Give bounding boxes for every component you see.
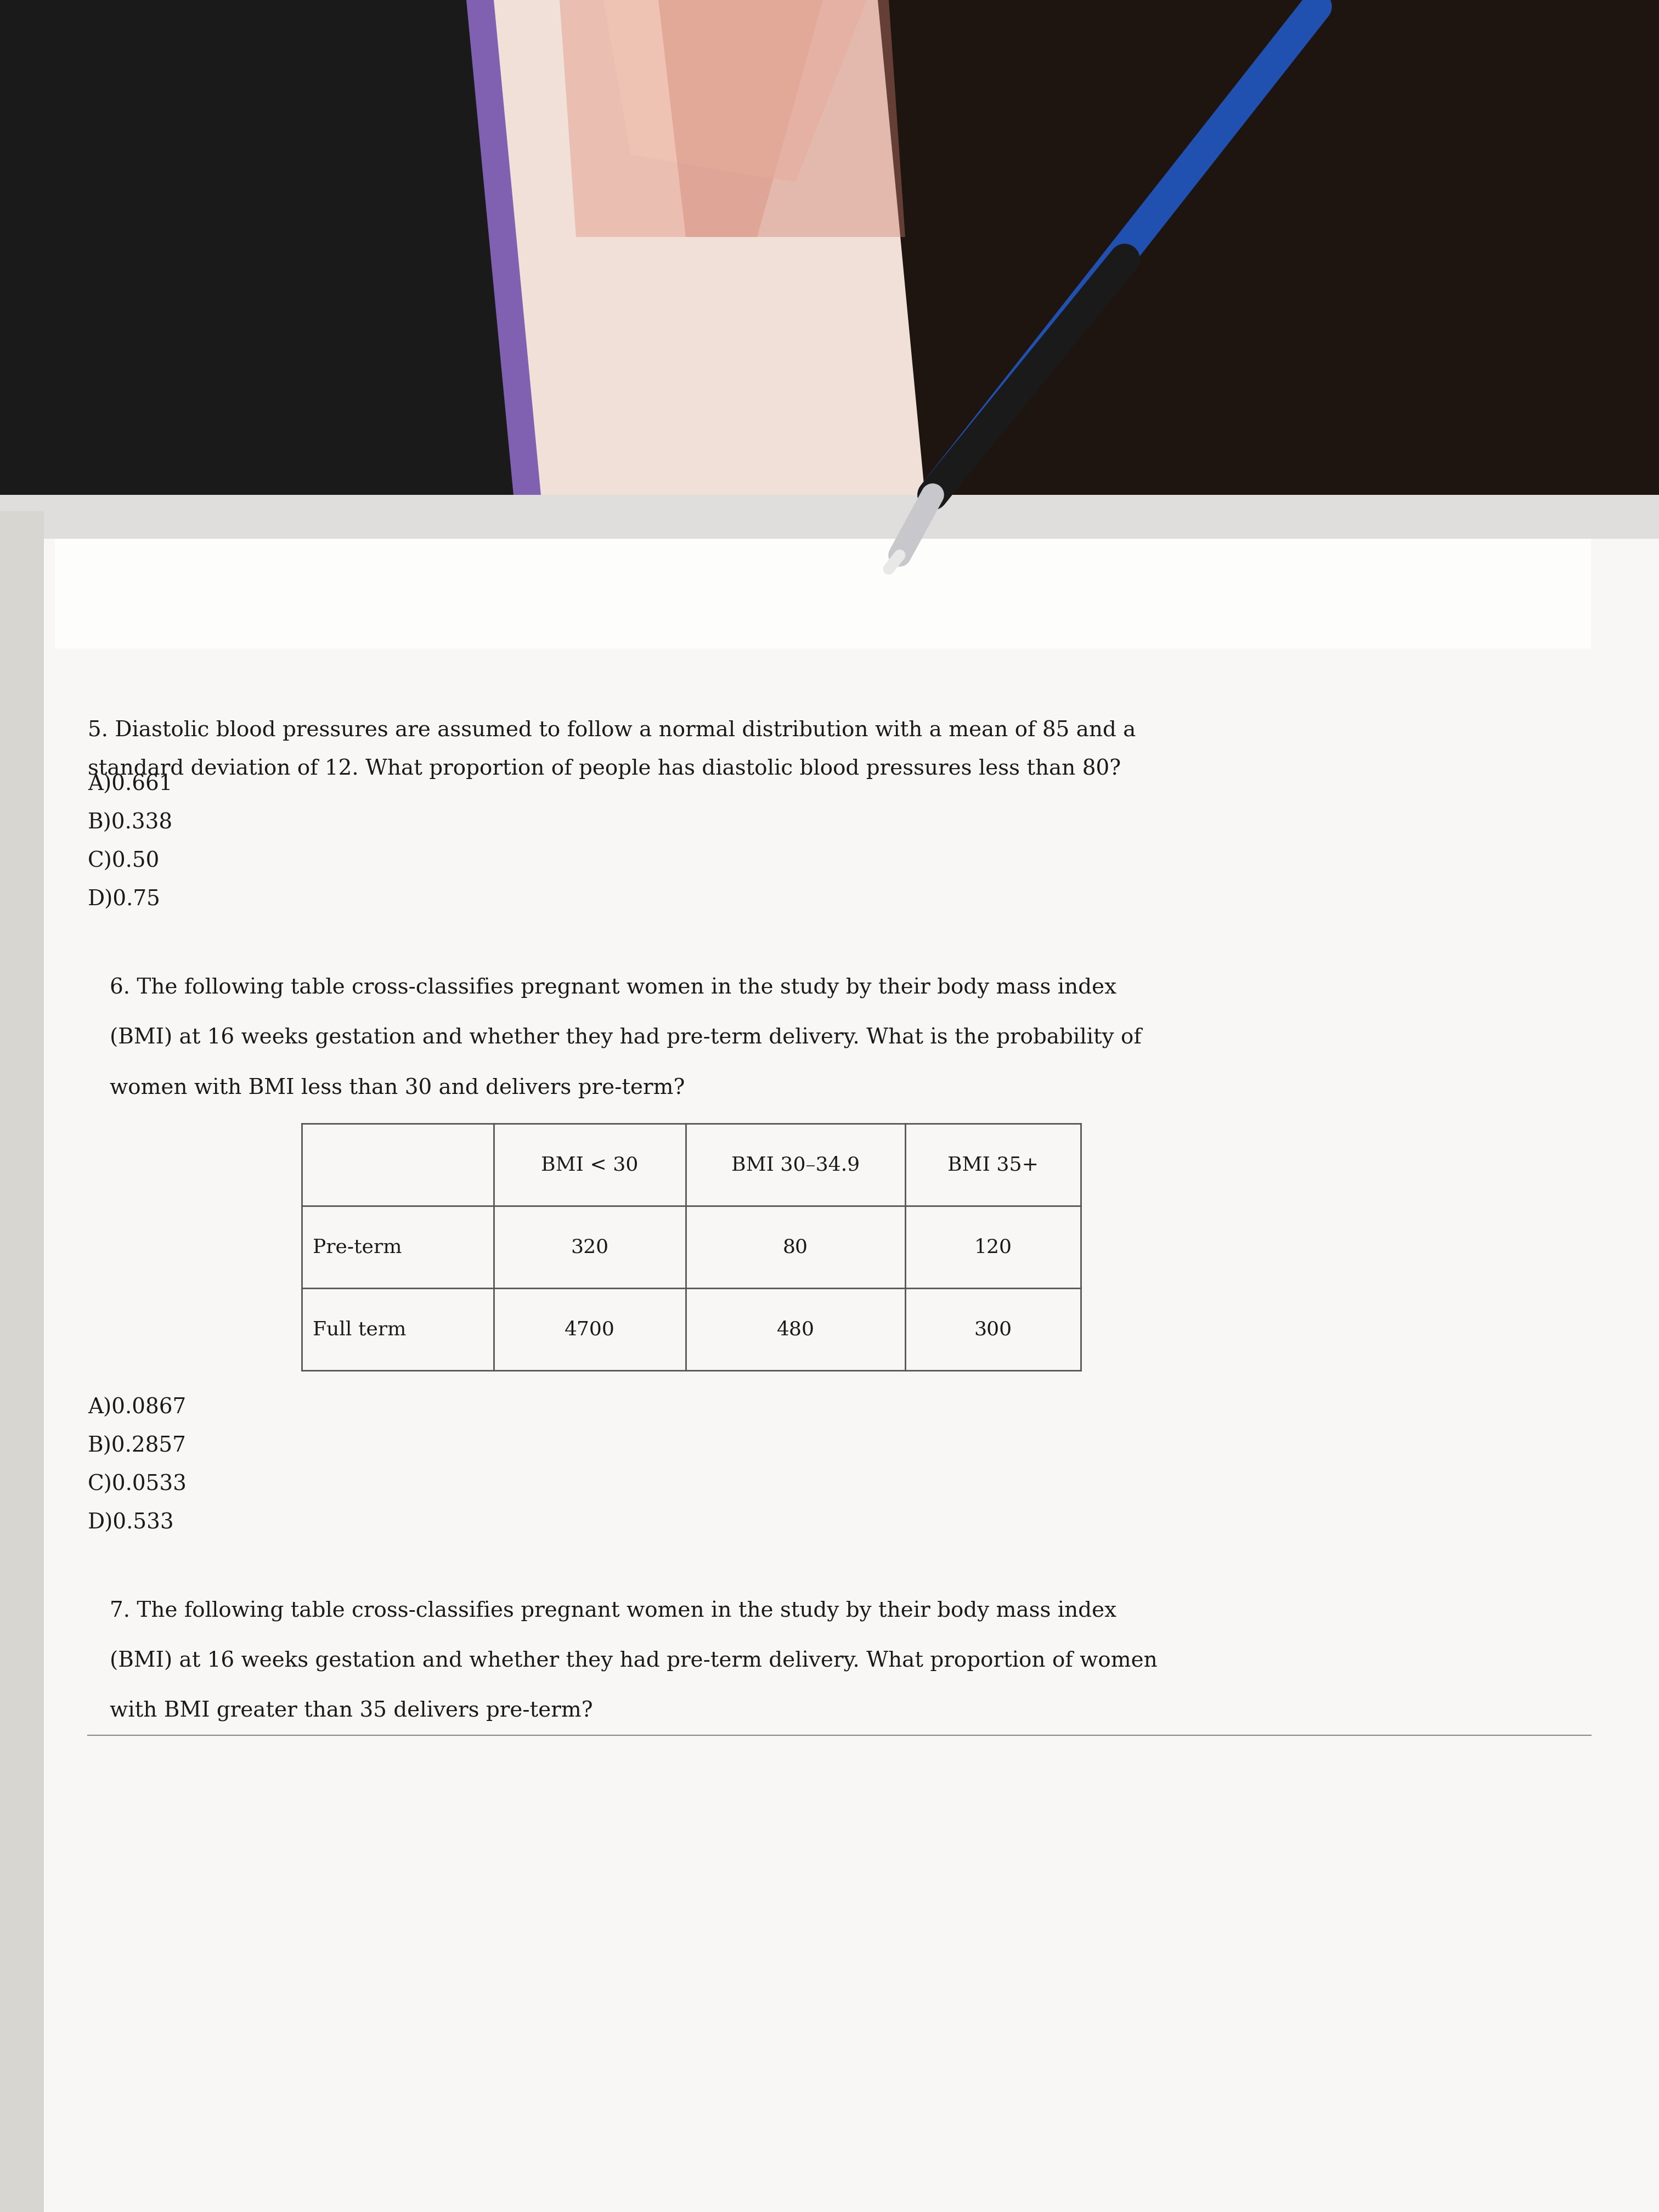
Text: A)0.0867: A)0.0867 [88,1398,186,1418]
Text: standard deviation of 12. What proportion of people has diastolic blood pressure: standard deviation of 12. What proportio… [88,759,1121,779]
Text: A)0.661: A)0.661 [88,774,173,794]
Polygon shape [659,0,906,237]
Polygon shape [494,0,932,575]
Text: C)0.50: C)0.50 [88,852,159,872]
Text: B)0.338: B)0.338 [88,814,173,834]
Text: 5. Diastolic blood pressures are assumed to follow a normal distribution with a : 5. Diastolic blood pressures are assumed… [88,719,1136,741]
Text: 480: 480 [776,1321,815,1338]
Text: BMI 30–34.9: BMI 30–34.9 [732,1155,859,1175]
Bar [55,540,1591,648]
Text: Pre-term: Pre-term [312,1239,401,1256]
Bar [0,511,43,2212]
Bar [0,0,1659,575]
Text: (BMI) at 16 weeks gestation and whether they had pre-term delivery. What is the : (BMI) at 16 weeks gestation and whether … [109,1029,1141,1048]
Text: 6. The following table cross-classifies pregnant women in the study by their bod: 6. The following table cross-classifies … [109,978,1117,998]
Text: 300: 300 [974,1321,1012,1338]
Text: 4700: 4700 [564,1321,615,1338]
Text: women with BMI less than 30 and delivers pre-term?: women with BMI less than 30 and delivers… [109,1077,685,1097]
Text: with BMI greater than 35 delivers pre-term?: with BMI greater than 35 delivers pre-te… [109,1701,592,1721]
Text: B)0.2857: B)0.2857 [88,1436,186,1455]
Text: BMI 35+: BMI 35+ [947,1155,1039,1175]
Text: 120: 120 [974,1239,1012,1256]
Polygon shape [0,0,576,575]
Text: D)0.533: D)0.533 [88,1513,174,1533]
Polygon shape [466,0,592,575]
Polygon shape [604,0,866,181]
Text: BMI < 30: BMI < 30 [541,1155,639,1175]
Text: 320: 320 [571,1239,609,1256]
Bar [0,495,1659,540]
Polygon shape [559,0,823,237]
Text: D)0.75: D)0.75 [88,889,161,909]
Bar [0,511,1659,2212]
Text: C)0.0533: C)0.0533 [88,1475,187,1495]
Text: 80: 80 [783,1239,808,1256]
Text: Full term: Full term [312,1321,406,1338]
Text: 7. The following table cross-classifies pregnant women in the study by their bod: 7. The following table cross-classifies … [109,1601,1117,1621]
Text: (BMI) at 16 weeks gestation and whether they had pre-term delivery. What proport: (BMI) at 16 weeks gestation and whether … [109,1650,1158,1672]
